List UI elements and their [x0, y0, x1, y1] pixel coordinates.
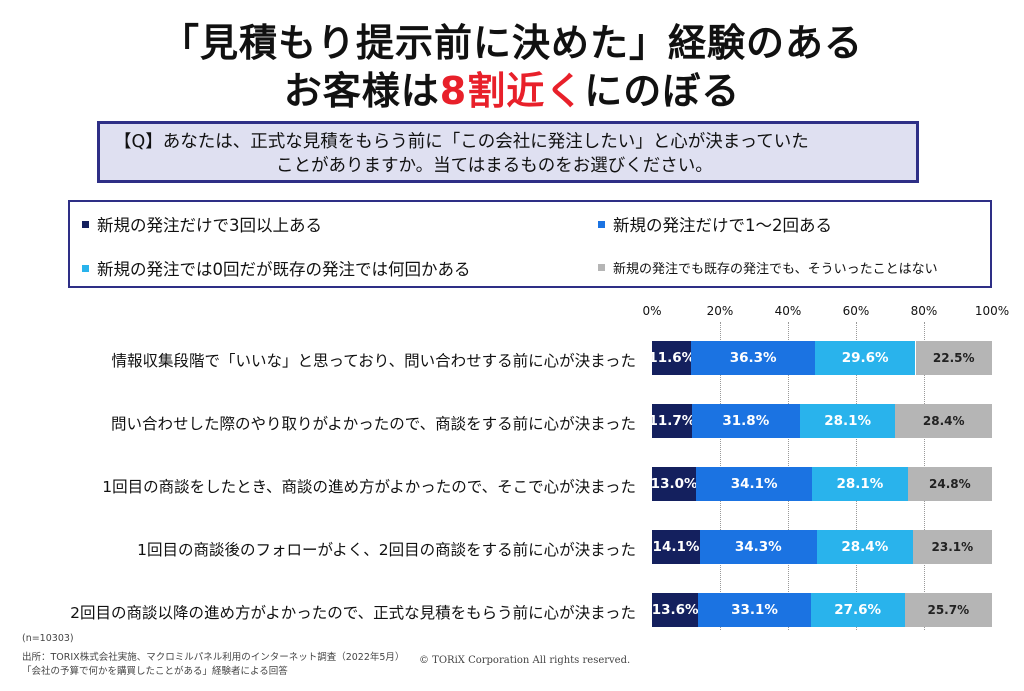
- bar-segment: 31.8%: [691, 404, 800, 438]
- bar-segment: 13.0%: [652, 467, 697, 501]
- bar-segment: 11.6%: [652, 341, 692, 375]
- legend-swatch-2: [598, 220, 605, 228]
- bar-segment: 27.6%: [810, 593, 905, 627]
- title-line-2-post: にのぼる: [584, 69, 741, 113]
- bar-segment: 33.1%: [698, 593, 811, 627]
- legend: 新規の発注だけで3回以上ある 新規の発注だけで1～2回ある 新規の発注では0回だ…: [68, 200, 992, 288]
- bar-segment: 22.5%: [915, 341, 992, 375]
- title-line-1: 「見積もり提示前に決めた」経験のある: [160, 21, 863, 65]
- x-tick-label: 60%: [842, 304, 870, 318]
- bar-segment: 29.6%: [814, 341, 916, 375]
- bar-segment: 28.1%: [812, 467, 908, 501]
- x-tick-label: 20%: [706, 304, 734, 318]
- sample-size-note: (n=10303): [22, 633, 74, 644]
- legend-item-4: 新規の発注でも既存の発注でも、そういったことはない: [598, 258, 938, 277]
- x-tick-label: 100%: [974, 304, 1010, 318]
- bar-segment: 23.1%: [913, 530, 992, 564]
- category-label: 情報収集段階で「いいな」と思っており、問い合わせする前に心が決まった: [111, 352, 636, 370]
- bar-segment: 14.1%: [652, 530, 700, 564]
- question-line-2: ことがありますか。当てはまるものをお選びください。: [276, 156, 713, 176]
- x-tick-label: 40%: [774, 304, 802, 318]
- bar-segment: 28.4%: [895, 404, 992, 438]
- category-label: 問い合わせした際のやり取りがよかったので、商談をする前に心が決まった: [111, 415, 636, 433]
- legend-item-1: 新規の発注だけで3回以上ある: [82, 212, 322, 236]
- question-line-1: 【Q】あなたは、正式な見積をもらう前に「この会社に発注したい」と心が決まっていた: [114, 132, 809, 152]
- respondents-note: 「会社の予算で何かを購買したことがある」経験者による回答: [22, 666, 288, 677]
- bar-segment: 36.3%: [691, 341, 815, 375]
- x-tick-label: 80%: [910, 304, 938, 318]
- legend-label-2: 新規の発注だけで1～2回ある: [613, 216, 832, 235]
- category-label: 1回目の商談後のフォローがよく、2回目の商談をする前に心が決まった: [137, 541, 636, 559]
- legend-swatch-4: [598, 264, 605, 271]
- legend-label-3: 新規の発注では0回だが既存の発注では何回かある: [97, 260, 471, 279]
- legend-label-1: 新規の発注だけで3回以上ある: [97, 216, 322, 235]
- legend-swatch-3: [82, 264, 89, 272]
- category-label: 1回目の商談をしたとき、商談の進め方がよかったので、そこで心が決まった: [102, 478, 636, 496]
- bar-segment: 28.1%: [799, 404, 896, 438]
- bar-segment: 34.3%: [699, 530, 817, 564]
- bar-segment: 34.1%: [696, 467, 813, 501]
- legend-item-3: 新規の発注では0回だが既存の発注では何回かある: [82, 256, 471, 280]
- bar-segment: 13.6%: [652, 593, 699, 627]
- bar-segment: 11.7%: [652, 404, 692, 438]
- copyright-note: © TORiX Corporation All rights reserved.: [419, 655, 631, 666]
- category-label: 2回目の商談以降の進め方がよかったので、正式な見積をもらう前に心が決まった: [70, 604, 636, 622]
- x-tick-label: 0%: [642, 304, 662, 318]
- title-highlight: 8割近く: [439, 69, 585, 113]
- bar-segment: 24.8%: [907, 467, 992, 501]
- title-line-2: お客様は8割近くにのぼる: [0, 60, 1024, 115]
- legend-item-2: 新規の発注だけで1～2回ある: [598, 212, 832, 236]
- title-line-2-pre: お客様は: [283, 69, 440, 113]
- source-note: 出所：TORIX株式会社実施、マクロミルパネル利用のインターネット調査（2022…: [22, 652, 405, 663]
- bar-segment: 25.7%: [904, 593, 992, 627]
- bar-segment: 28.4%: [816, 530, 914, 564]
- legend-label-4: 新規の発注でも既存の発注でも、そういったことはない: [613, 262, 938, 277]
- legend-swatch-1: [82, 220, 89, 228]
- question-box: 【Q】あなたは、正式な見積をもらう前に「この会社に発注したい」と心が決まっていた…: [97, 121, 919, 183]
